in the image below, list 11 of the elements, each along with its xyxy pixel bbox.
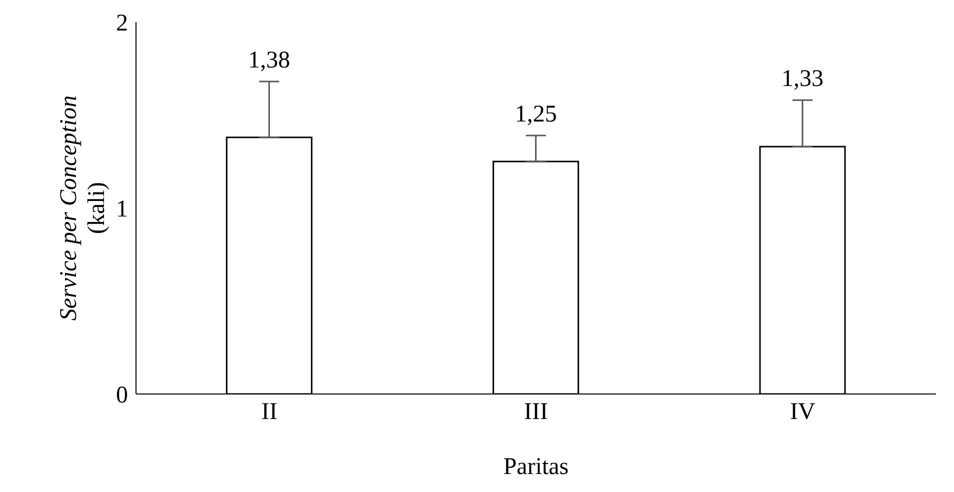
- data-label: 1,33: [782, 66, 824, 92]
- x-tick-label: III: [524, 399, 548, 426]
- y-tick-label: 0: [116, 382, 128, 409]
- data-label: 1,25: [514, 101, 557, 128]
- y-tick-label: 1: [116, 196, 128, 223]
- x-tick-label: IV: [790, 399, 816, 426]
- y-axis-title: Service per Conception (kali): [56, 95, 110, 321]
- x-axis-title: Paritas: [503, 454, 569, 480]
- data-label: 1,38: [248, 48, 290, 74]
- y-tick-label: 2: [116, 10, 128, 37]
- x-tick-label: II: [261, 399, 278, 426]
